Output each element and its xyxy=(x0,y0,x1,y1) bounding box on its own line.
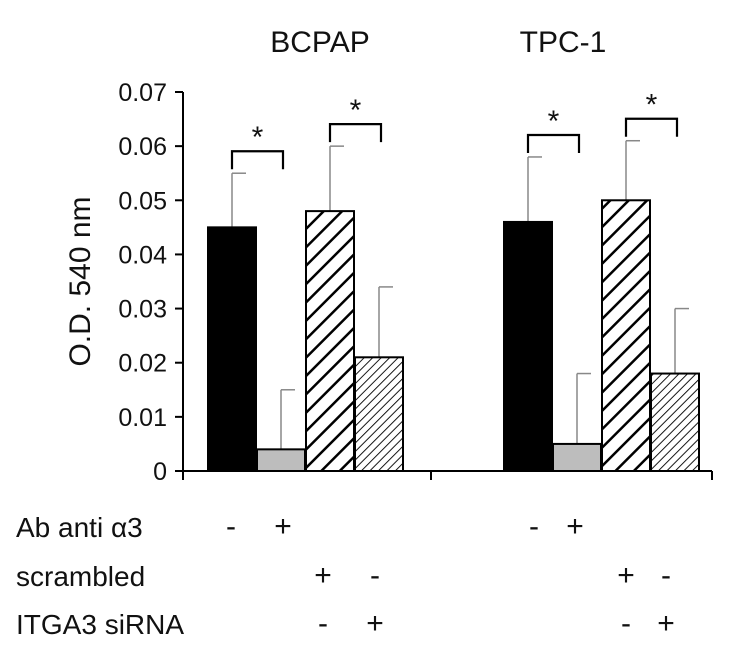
significance-bracket xyxy=(328,123,383,143)
condition-sign: - xyxy=(318,607,328,640)
significance-star: * xyxy=(252,121,264,154)
bar xyxy=(503,220,553,472)
condition-sign: + xyxy=(657,607,675,640)
bar xyxy=(354,356,404,472)
significance-bracket xyxy=(624,117,679,137)
group-label: BCPAP xyxy=(270,26,369,59)
bar xyxy=(601,199,651,473)
significance-bracket xyxy=(526,133,581,153)
condition-row-label: ITGA3 siRNA xyxy=(16,609,184,640)
bar xyxy=(305,210,355,472)
y-tick-label: 0.04 xyxy=(118,241,167,269)
condition-row-label: Ab anti α3 xyxy=(16,512,143,543)
condition-sign: + xyxy=(617,559,635,592)
bar xyxy=(650,372,700,472)
condition-sign: - xyxy=(621,607,631,640)
significance-bracket xyxy=(230,150,285,170)
condition-sign: - xyxy=(529,510,539,543)
significance-star: * xyxy=(646,89,658,122)
y-tick-label: 0.05 xyxy=(118,187,167,215)
group-label: TPC-1 xyxy=(520,26,607,59)
y-tick-label: 0.02 xyxy=(118,350,167,378)
condition-sign: - xyxy=(226,510,236,543)
bar xyxy=(256,448,306,473)
condition-sign: + xyxy=(566,510,584,543)
y-tick-label: 0 xyxy=(153,458,167,486)
significance-star: * xyxy=(548,105,560,138)
condition-sign: + xyxy=(314,559,332,592)
significance-star: * xyxy=(350,94,362,127)
y-tick-label: 0.01 xyxy=(118,404,167,432)
condition-sign: - xyxy=(370,559,380,592)
bar xyxy=(552,442,602,472)
condition-row-label: scrambled xyxy=(16,561,145,592)
y-tick-label: 0.07 xyxy=(118,79,167,107)
bar xyxy=(207,226,257,472)
y-tick-label: 0.06 xyxy=(118,133,167,161)
y-tick-label: 0.03 xyxy=(118,296,167,324)
condition-sign: + xyxy=(274,510,292,543)
y-axis-title: O.D. 540 nm xyxy=(64,196,97,366)
condition-sign: - xyxy=(661,559,671,592)
condition-sign: + xyxy=(366,607,384,640)
